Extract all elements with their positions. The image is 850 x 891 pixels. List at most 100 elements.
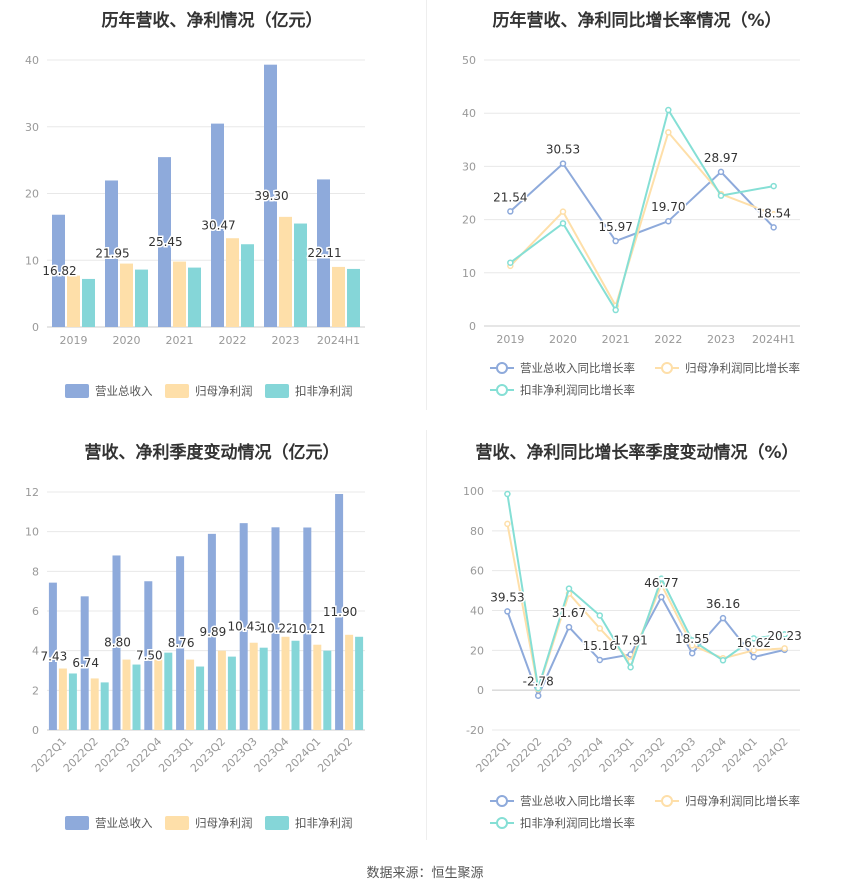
bar-net-profit <box>120 263 133 327</box>
data-label: 22.11 <box>307 246 341 260</box>
bar-revenue <box>303 527 312 730</box>
legend-label: 归母净利润同比增长率 <box>685 794 800 808</box>
chart-title: 营收、净利季度变动情况（亿元） <box>85 442 340 463</box>
line-point <box>658 575 665 582</box>
bar-net-profit <box>279 216 292 327</box>
bar-deducted-net-profit <box>294 223 307 327</box>
data-label: 30.47 <box>201 218 235 232</box>
chart-annual-growth-svg: 历年营收、净利同比增长率情况（%） 0 10 20 30 40 50 2019 2020 2021… <box>462 10 800 397</box>
y-tick-label: 0 <box>469 320 476 333</box>
line-point <box>596 625 604 632</box>
line-point <box>504 608 511 615</box>
line-point <box>770 182 777 190</box>
bar-deducted-net-profit <box>82 278 95 327</box>
source-note: 数据来源：恒生聚源 <box>366 866 484 881</box>
bar-net-profit <box>67 275 80 327</box>
line-point <box>507 259 514 266</box>
data-label: 20.23 <box>767 629 801 643</box>
data-label: 11.90 <box>323 605 357 619</box>
x-tick-label: 2023 <box>707 333 735 346</box>
bar-revenue <box>48 582 57 730</box>
legend-label: 扣非净利润同比增长率 <box>520 383 635 397</box>
line-point <box>504 520 511 528</box>
line-point <box>665 217 672 225</box>
chart-annual-amount: 历年营收、净利情况（亿元） 0 10 20 30 40 2019 2020 2021 2022 20… <box>0 0 425 410</box>
x-tick-label: 2024H1 <box>752 333 795 346</box>
legend-label: 归母净利润 <box>195 384 253 398</box>
legend-swatch <box>65 384 89 398</box>
line-point <box>781 645 788 652</box>
line-point <box>717 168 725 176</box>
y-tick-label: -20 <box>466 724 484 737</box>
line-point <box>750 653 758 661</box>
y-tick-label: 40 <box>470 605 484 618</box>
y-tick-label: 10 <box>25 526 39 539</box>
data-label: 18.55 <box>675 632 709 646</box>
legend-marker <box>496 817 508 829</box>
data-label: 10.21 <box>291 622 325 636</box>
y-tick-label: 2 <box>32 684 39 697</box>
data-label: 19.70 <box>651 200 685 214</box>
bar-deducted-net-profit <box>323 650 332 730</box>
line-point <box>507 208 514 215</box>
chart-title: 历年营收、净利情况（亿元） <box>102 10 323 31</box>
bar-revenue <box>317 179 330 327</box>
x-tick-label: 2020 <box>113 334 141 347</box>
bar-deducted-net-profit <box>68 673 77 730</box>
bar-net-profit <box>281 636 290 730</box>
data-label: 31.67 <box>552 606 586 620</box>
line-point <box>688 649 696 657</box>
x-tick-label: 2019 <box>496 333 524 346</box>
bar-net-profit <box>90 678 99 730</box>
chart-title: 营收、净利同比增长率季度变动情况（%） <box>475 442 798 463</box>
data-label: 7.50 <box>136 649 163 663</box>
bar-deducted-net-profit <box>227 656 236 730</box>
bar-deducted-net-profit <box>196 666 205 730</box>
legend-label: 营业总收入同比增长率 <box>520 361 635 375</box>
y-tick-label: 0 <box>32 321 39 334</box>
line-point <box>770 224 777 231</box>
bar-deducted-net-profit <box>164 652 173 730</box>
bar-revenue <box>211 123 224 327</box>
data-label: 10.43 <box>228 620 262 634</box>
vertical-divider-bottom <box>426 430 427 840</box>
bar-revenue <box>80 596 89 730</box>
data-label: 18.54 <box>756 206 790 220</box>
data-label: 39.53 <box>490 590 524 604</box>
line-deducted-growth <box>506 493 785 689</box>
line-point <box>565 585 573 592</box>
legend-label: 营业总收入 <box>95 384 153 398</box>
legend-marker <box>496 362 508 374</box>
line-point <box>559 208 567 215</box>
data-label: 36.16 <box>706 597 740 611</box>
x-tick-label: 2022 <box>219 334 247 347</box>
line-point <box>612 306 619 314</box>
data-label: 15.97 <box>598 220 632 234</box>
x-tick-label: 2022 <box>654 333 682 346</box>
data-label: 39.30 <box>254 189 288 203</box>
x-tick-label: 2021 <box>602 333 630 346</box>
legend-swatch <box>165 816 189 830</box>
bar-revenue <box>239 523 248 730</box>
chart-quarterly-growth: 营收、净利同比增长率季度变动情况（%） -20 0 20 40 60 80 100 2022Q1… <box>425 425 850 855</box>
chart-quarterly-amount: 营收、净利季度变动情况（亿元） 0 2 4 6 8 10 12 2022Q1 2022Q2 2022… <box>0 425 425 855</box>
bar-revenue <box>105 180 118 327</box>
bar-deducted-net-profit <box>132 664 141 730</box>
line-point <box>612 237 619 245</box>
line-point <box>717 192 725 199</box>
y-tick-label: 50 <box>462 54 476 67</box>
data-label: 8.80 <box>104 636 131 650</box>
y-tick-label: 0 <box>477 684 484 697</box>
data-label: 9.89 <box>200 625 227 639</box>
y-tick-label: 30 <box>462 160 476 173</box>
bar-deducted-net-profit <box>291 640 300 730</box>
legend-label: 营业总收入同比增长率 <box>520 794 635 808</box>
data-label: 17.91 <box>613 633 647 647</box>
line-point <box>559 220 567 227</box>
data-label: 8.76 <box>168 636 195 650</box>
bar-revenue <box>158 157 171 327</box>
legend-swatch <box>265 384 289 398</box>
legend-label: 扣非净利润同比增长率 <box>520 816 635 830</box>
bar-deducted-net-profit <box>100 682 109 730</box>
line-point <box>534 684 542 692</box>
